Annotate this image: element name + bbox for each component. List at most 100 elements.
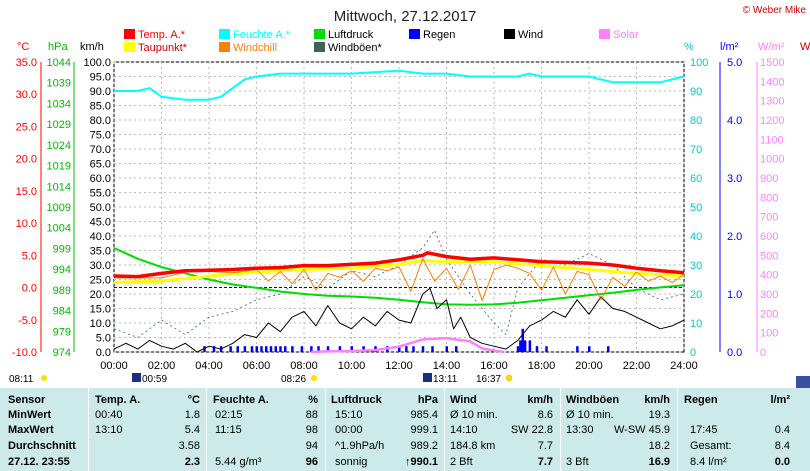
- row-wind-time-0: Ø 10 min.: [450, 409, 498, 421]
- row-gust-val-2: 18.2: [648, 440, 670, 452]
- x-tick-4: 08:00: [290, 360, 318, 372]
- rain-tick-3: 2.0: [727, 231, 742, 243]
- row-gust-time-0: Ø 10 min.: [566, 409, 614, 421]
- legend-label-4: Wind: [518, 29, 543, 41]
- series-feuchte-a: [114, 69, 685, 101]
- rain-bar-11: [274, 346, 277, 352]
- series-temp-a: [113, 251, 685, 279]
- rain-bar-21: [362, 346, 365, 352]
- row-hum-time-1: 11:15: [215, 424, 242, 436]
- hdr-wind: Wind: [450, 394, 477, 406]
- row-press-val-2: 989.2: [410, 440, 438, 452]
- legend-swatch-1: [219, 29, 230, 39]
- wind-tick-4: 80.0: [90, 115, 111, 127]
- summary-col-1: [88, 388, 207, 471]
- row-rain-time-2: Gesamt:: [690, 440, 732, 452]
- rain-bar-34: [523, 340, 527, 352]
- rain-bar-28: [431, 346, 434, 352]
- solar-tick-9: 600: [760, 231, 778, 243]
- rain-bar-18: [326, 346, 330, 352]
- press-tick-7: 1009: [47, 202, 71, 214]
- row-press-time-2: ^1.9hPa/h: [335, 440, 385, 452]
- wind-tick-17: 15.0: [90, 304, 111, 316]
- x-tick-0: 00:00: [100, 360, 128, 372]
- hdr-temp: Temp. A.: [95, 394, 141, 406]
- wind-tick-9: 55.0: [90, 188, 111, 200]
- solar-tick-2: 1300: [760, 96, 784, 108]
- rain-bar-16: [310, 346, 313, 352]
- solar-tick-15: 0: [760, 347, 766, 359]
- hdr-press-unit: hPa: [417, 394, 438, 406]
- x-tick-8: 16:00: [480, 360, 508, 372]
- row-label-2: Durchschnitt: [8, 440, 76, 452]
- solar-tick-8: 700: [760, 212, 778, 224]
- wind-tick-19: 5.0: [96, 333, 111, 345]
- hdr-hum: Feuchte A.: [213, 394, 269, 406]
- wind-tick-5: 75.0: [90, 130, 111, 142]
- press-tick-8: 1004: [47, 223, 71, 235]
- wind-tick-0: 100.0: [83, 57, 111, 69]
- summary-col-0: [0, 388, 89, 471]
- rain-bar-13: [284, 346, 287, 352]
- wind-tick-16: 20.0: [90, 289, 111, 301]
- row-temp-time-1: 13:10: [95, 424, 123, 436]
- row-temp-val-1: 5.4: [184, 424, 200, 436]
- summary-col-2: [206, 388, 326, 471]
- series-windb-en: [113, 229, 685, 338]
- rain-bar-9: [265, 346, 268, 352]
- x-tick-2: 04:00: [195, 360, 223, 372]
- rain-bar-8: [260, 346, 263, 352]
- temp-tick-4: 15.0: [16, 186, 37, 198]
- rain-bar-27: [421, 346, 425, 352]
- rain-bar-7: [255, 346, 258, 352]
- wind-tick-13: 35.0: [90, 246, 111, 258]
- legend-swatch-6: [124, 42, 135, 52]
- rain-bar-4: [236, 346, 239, 352]
- row-label-1: MaxWert: [8, 424, 54, 436]
- summary-col-4: [444, 388, 561, 471]
- unit-solar: W/m²: [758, 41, 785, 53]
- press-tick-4: 1024: [47, 140, 71, 152]
- solar-tick-4: 1100: [760, 134, 784, 146]
- rain-tick-2: 3.0: [727, 173, 742, 185]
- unit-press: hPa: [48, 41, 68, 53]
- temp-tick-7: 0.0: [22, 283, 37, 295]
- series-taupunkt: [113, 259, 685, 284]
- legend-swatch-7: [219, 42, 230, 52]
- moonrise-time: 00:59: [142, 374, 167, 385]
- legend-label-8: Windböen*: [328, 42, 383, 54]
- rain-bar-19: [338, 346, 342, 352]
- legend-swatch-0: [124, 29, 135, 39]
- rain-bar-36: [535, 346, 539, 352]
- hdr-rain-unit: l/m²: [770, 394, 790, 406]
- sunrise-time: 08:11: [9, 374, 34, 385]
- rain-bar-1: [212, 346, 216, 352]
- rain-bar-30: [455, 346, 458, 352]
- rain-bar-26: [412, 346, 415, 352]
- sunset-time: 16:37: [476, 374, 501, 385]
- legend-label-7: Windchill: [233, 42, 277, 54]
- solar-tick-14: 100: [760, 328, 778, 340]
- rain-bar-17: [317, 346, 320, 352]
- unit-wind: km/h: [80, 41, 104, 53]
- legend-swatch-8: [314, 42, 325, 52]
- press-tick-9: 999: [53, 243, 71, 255]
- axis-wind: 100.0 95.0 90.0 85.0 80.0 75.0 70.0 65.0 60.0 55.…: [83, 57, 111, 359]
- wind-tick-14: 30.0: [90, 260, 111, 272]
- press-tick-13: 979: [53, 326, 71, 338]
- grid: [113, 61, 685, 353]
- axis-solar: 1500140013001200110010009008007006005004…: [756, 57, 784, 359]
- axis-press: 1044 1039 1034 1029 1024 1019 1014 1009 1004 999 9…: [47, 57, 75, 359]
- press-tick-10: 994: [53, 264, 71, 276]
- rain-bar-12: [279, 346, 282, 352]
- legend-swatch-3: [409, 29, 420, 39]
- sun-mark-icon: [311, 375, 317, 381]
- press-tick-3: 1029: [47, 119, 71, 131]
- wind-tick-15: 25.0: [90, 275, 111, 287]
- legend-label-6: Taupunkt*: [138, 42, 188, 54]
- row-rain-time-1: 17:45: [690, 424, 718, 436]
- sunset-icon: [505, 374, 513, 382]
- row-press-val-1: 999.1: [410, 424, 438, 436]
- wind-tick-10: 50.0: [90, 202, 111, 214]
- row-gust-val-0: 19.3: [648, 409, 670, 421]
